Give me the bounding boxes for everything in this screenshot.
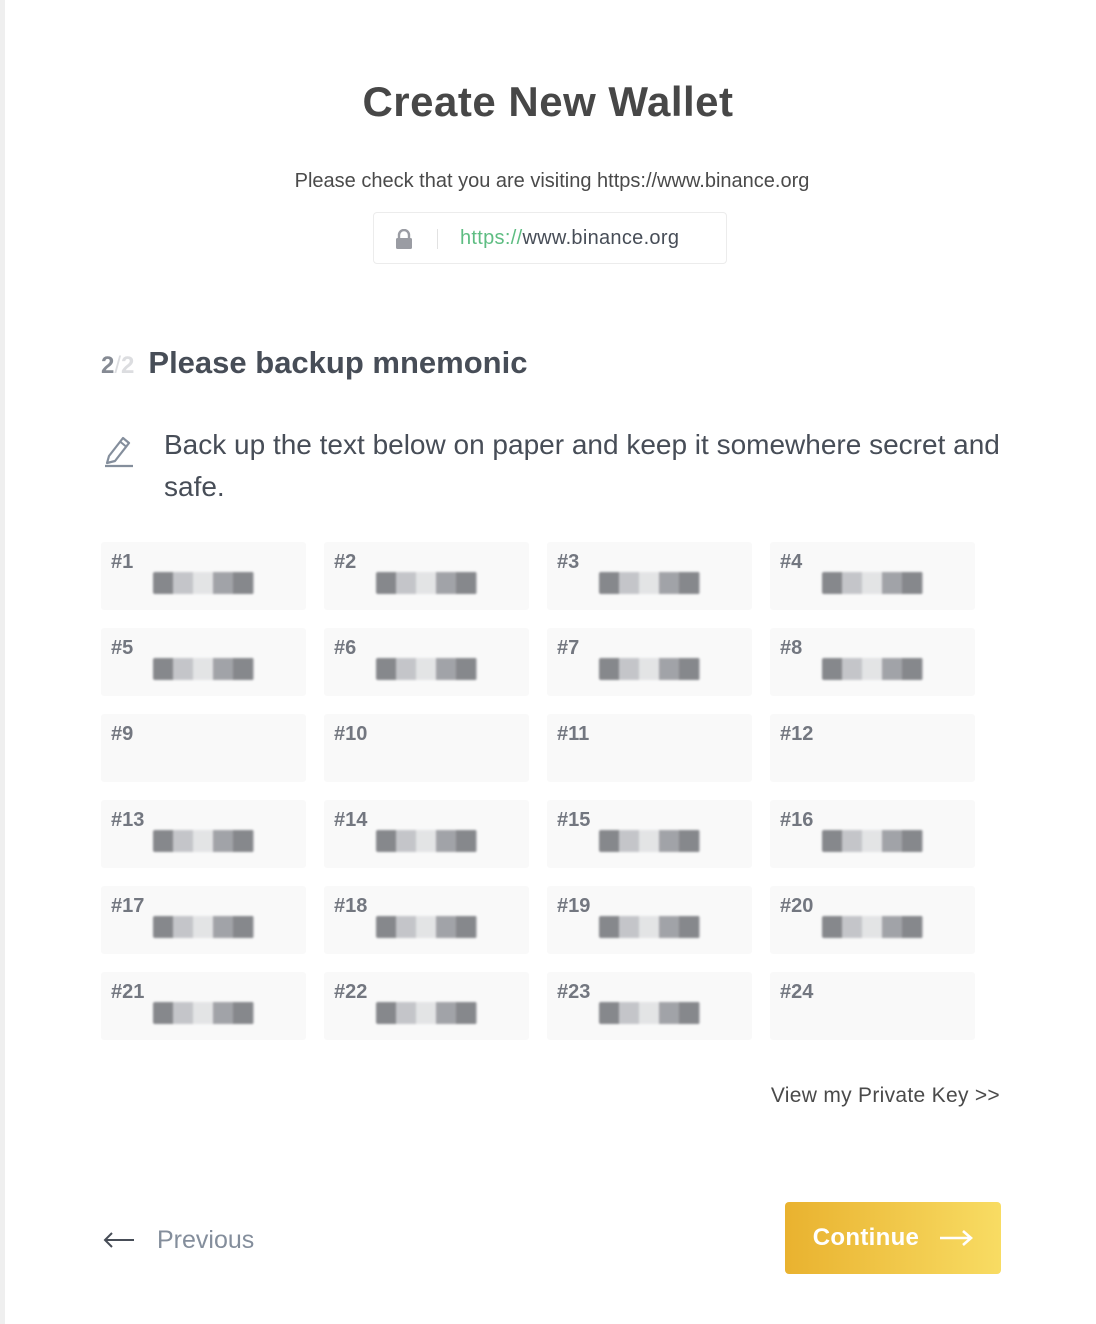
pencil-edit-icon — [105, 436, 133, 468]
continue-button[interactable]: Continue — [785, 1202, 1001, 1274]
word-number: #3 — [557, 551, 580, 573]
word-number: #4 — [780, 551, 803, 573]
word-number: #5 — [111, 637, 134, 659]
word-obscured — [153, 658, 254, 680]
mnemonic-word-cell: #24 — [770, 972, 975, 1040]
word-number: #22 — [334, 981, 368, 1003]
word-obscured — [599, 572, 700, 594]
word-obscured — [376, 572, 477, 594]
word-number: #13 — [111, 809, 145, 831]
mnemonic-grid: #1 #2 #3 #4 #5 #6 #7 #8 #9 #10 #11 #12 #… — [101, 542, 975, 1040]
word-number: #18 — [334, 895, 368, 917]
word-obscured — [599, 1002, 700, 1024]
mnemonic-word-cell: #20 — [770, 886, 975, 954]
mnemonic-word-cell: #19 — [547, 886, 752, 954]
word-obscured — [822, 658, 923, 680]
word-number: #15 — [557, 809, 591, 831]
mnemonic-word-cell: #4 — [770, 542, 975, 610]
mnemonic-word-cell: #12 — [770, 714, 975, 782]
word-obscured — [376, 658, 477, 680]
view-private-key-link[interactable]: View my Private Key >> — [770, 1084, 1000, 1107]
word-obscured — [153, 1002, 254, 1024]
word-number: #19 — [557, 895, 591, 917]
word-number: #11 — [557, 723, 590, 745]
word-number: #7 — [557, 637, 580, 659]
mnemonic-word-cell: #9 — [101, 714, 306, 782]
step-total: 2 — [121, 352, 135, 379]
continue-label: Continue — [812, 1224, 920, 1251]
step-header: 2/2 Please backup mnemonic — [101, 345, 527, 381]
mnemonic-word-cell: #6 — [324, 628, 529, 696]
step-title: Please backup mnemonic — [148, 345, 528, 380]
mnemonic-word-cell: #23 — [547, 972, 752, 1040]
mnemonic-word-cell: #16 — [770, 800, 975, 868]
word-number: #6 — [334, 637, 357, 659]
word-number: #24 — [780, 981, 814, 1003]
previous-label: Previous — [157, 1225, 255, 1254]
word-number: #1 — [111, 551, 134, 573]
mnemonic-word-cell: #18 — [324, 886, 529, 954]
backup-instruction: Back up the text below on paper and keep… — [164, 429, 1000, 502]
left-edge — [0, 0, 5, 1324]
mnemonic-word-cell: #22 — [324, 972, 529, 1040]
word-obscured — [153, 916, 254, 938]
url-bar: https://www.binance.org — [373, 212, 727, 264]
word-number: #2 — [334, 551, 357, 573]
mnemonic-word-cell: #10 — [324, 714, 529, 782]
word-obscured — [376, 916, 477, 938]
word-obscured — [822, 572, 923, 594]
previous-button[interactable]: Previous — [103, 1222, 254, 1258]
word-obscured — [376, 830, 477, 852]
arrow-right-icon — [940, 1230, 974, 1246]
word-number: #9 — [111, 723, 134, 745]
step-separator: / — [114, 352, 122, 379]
word-obscured — [153, 572, 254, 594]
url-text: https://www.binance.org — [460, 227, 679, 250]
word-number: #10 — [334, 723, 368, 745]
word-obscured — [822, 916, 923, 938]
arrow-left-icon — [103, 1232, 134, 1248]
word-obscured — [153, 830, 254, 852]
word-obscured — [376, 1002, 477, 1024]
word-number: #14 — [334, 809, 368, 831]
mnemonic-word-cell: #7 — [547, 628, 752, 696]
word-number: #16 — [780, 809, 814, 831]
word-number: #21 — [111, 981, 145, 1003]
mnemonic-word-cell: #5 — [101, 628, 306, 696]
mnemonic-word-cell: #8 — [770, 628, 975, 696]
word-number: #20 — [780, 895, 814, 917]
page-title: Create New Wallet — [362, 78, 734, 125]
step-current: 2 — [101, 352, 115, 379]
url-divider — [437, 229, 438, 249]
word-number: #17 — [111, 895, 145, 917]
mnemonic-word-cell: #15 — [547, 800, 752, 868]
url-host: www.binance.org — [522, 227, 680, 249]
mnemonic-word-cell: #3 — [547, 542, 752, 610]
lock-icon — [396, 229, 412, 249]
word-obscured — [599, 830, 700, 852]
mnemonic-word-cell: #11 — [547, 714, 752, 782]
word-obscured — [599, 658, 700, 680]
url-scheme: https:// — [460, 227, 523, 249]
mnemonic-word-cell: #17 — [101, 886, 306, 954]
mnemonic-word-cell: #2 — [324, 542, 529, 610]
mnemonic-word-cell: #1 — [101, 542, 306, 610]
word-obscured — [822, 830, 923, 852]
word-number: #12 — [780, 723, 814, 745]
word-number: #8 — [780, 637, 803, 659]
mnemonic-word-cell: #21 — [101, 972, 306, 1040]
word-number: #23 — [557, 981, 591, 1003]
mnemonic-word-cell: #13 — [101, 800, 306, 868]
word-obscured — [599, 916, 700, 938]
check-url-notice: Please check that you are visiting https… — [294, 170, 810, 192]
mnemonic-word-cell: #14 — [324, 800, 529, 868]
